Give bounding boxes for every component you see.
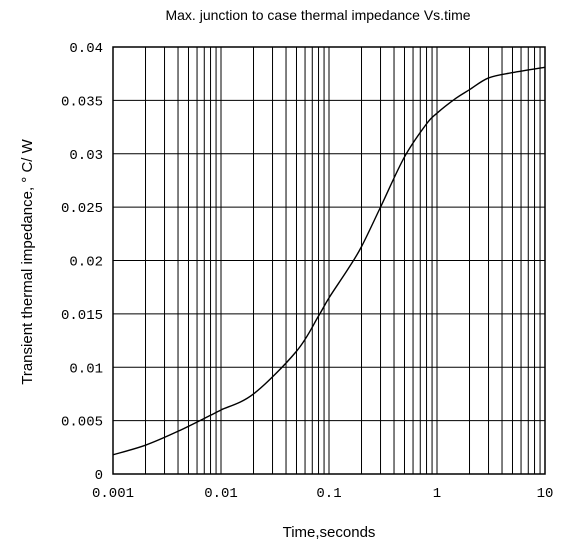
chart-title: Max. junction to case thermal impedance … [165,7,470,23]
x-tick-label: 0.01 [204,486,238,502]
y-tick-label: 0 [95,468,103,484]
y-tick-labels: 0 0.005 0.01 0.015 0.02 0.025 0.03 0.035 0.04 [61,41,103,484]
x-tick-label: 1 [433,486,441,502]
grid-lines [113,47,545,474]
x-tick-label: 0.001 [92,486,134,502]
thermal-impedance-curve [112,66,546,456]
series-group [112,66,546,456]
y-tick-label: 0.025 [61,201,103,217]
x-tick-label: 0.1 [316,486,341,502]
plot-frame [112,46,546,475]
y-tick-label: 0.035 [61,94,103,110]
y-tick-label: 0.03 [69,148,103,164]
x-axis-label: Time,seconds [283,524,376,541]
y-axis-label: Transient thermal impedance, ° C/ W [19,138,36,384]
y-tick-label: 0.02 [69,255,103,271]
x-tick-labels: 0.001 0.01 0.1 1 10 [92,486,553,502]
x-tick-label: 10 [537,486,554,502]
y-tick-label: 0.015 [61,308,103,324]
y-tick-label: 0.01 [69,361,103,377]
y-tick-label: 0.005 [61,415,103,431]
y-tick-label: 0.04 [69,41,103,57]
